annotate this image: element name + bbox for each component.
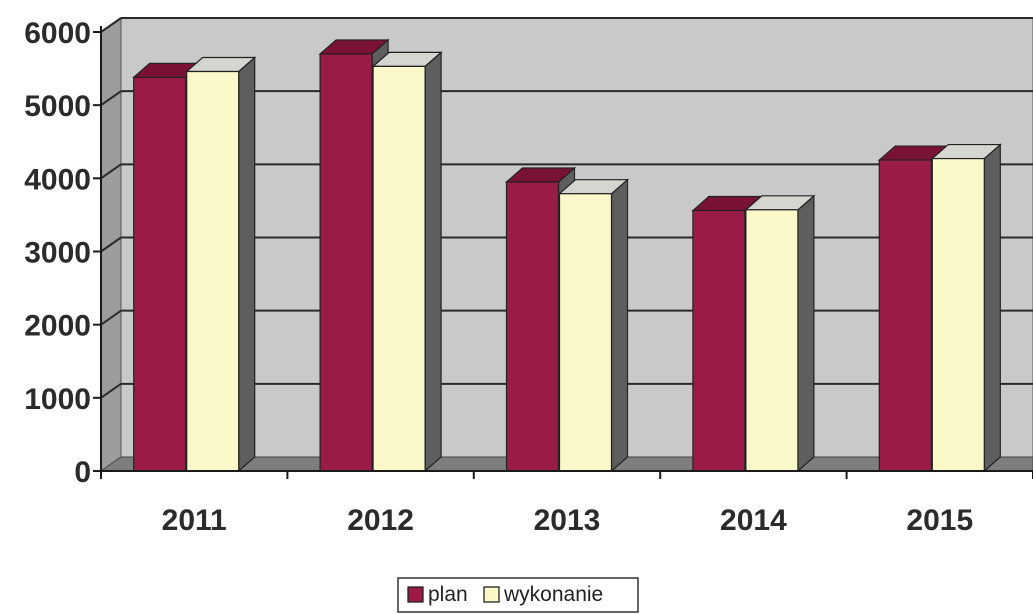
- legend-swatch-plan: [407, 586, 424, 603]
- gridline-side: [100, 383, 122, 399]
- bar-front-face: [319, 53, 373, 472]
- bar-front-face: [931, 157, 985, 472]
- bar-wykonanie-2013: [557, 178, 630, 473]
- bar-side-face: [797, 194, 815, 473]
- gridline-side: [100, 309, 122, 326]
- bar-side-face: [983, 143, 1001, 473]
- gridline-side: [100, 17, 122, 33]
- x-tick-label: 2014: [720, 504, 787, 537]
- bar-front-face: [692, 209, 746, 472]
- bar-side-face: [238, 56, 256, 473]
- gridline-side: [100, 90, 122, 106]
- y-tick-label: 3000: [24, 237, 91, 270]
- bar-series-group: [132, 38, 1002, 473]
- bar-wykonanie-2011: [185, 56, 257, 473]
- gridline-side: [100, 236, 122, 253]
- gridline-side: [100, 163, 122, 180]
- x-tick-label: 2012: [347, 504, 414, 537]
- bar-front-face: [186, 70, 240, 472]
- bar-front-face: [372, 65, 426, 472]
- legend: plan wykonanie: [397, 577, 639, 613]
- y-tick-label: 5000: [24, 90, 91, 123]
- x-tick-label: 2015: [906, 504, 973, 537]
- legend-label-plan: plan: [428, 583, 468, 606]
- legend-box: [397, 577, 639, 613]
- x-tick-label: 2013: [534, 504, 601, 537]
- y-tick-label: 2000: [24, 310, 91, 343]
- bar-front-face: [878, 159, 932, 472]
- bar-front-face: [505, 181, 560, 472]
- bar-side-face: [610, 178, 629, 473]
- bar-side-face: [424, 51, 442, 473]
- y-tick-label: 1000: [24, 383, 91, 416]
- y-tick-label: 4000: [24, 163, 91, 196]
- x-tick-label: 2011: [162, 504, 227, 537]
- bar-front-face: [745, 209, 799, 472]
- bar-front-face: [133, 76, 187, 472]
- bar-wykonanie-2015: [930, 143, 1002, 473]
- axes: 0 1000 2000 3000 4000 5000 6000 2011 2012 2013 201…: [24, 17, 1033, 537]
- bar-wykonanie-2012: [371, 51, 443, 473]
- bar-front-face: [558, 193, 613, 472]
- y-tick-label: 6000: [24, 17, 91, 50]
- legend-label-wykonanie: wykonanie: [503, 583, 603, 606]
- y-tick-label: 0: [74, 456, 91, 489]
- legend-swatch-wykonanie: [483, 586, 500, 603]
- bar-wykonanie-2014: [744, 194, 816, 473]
